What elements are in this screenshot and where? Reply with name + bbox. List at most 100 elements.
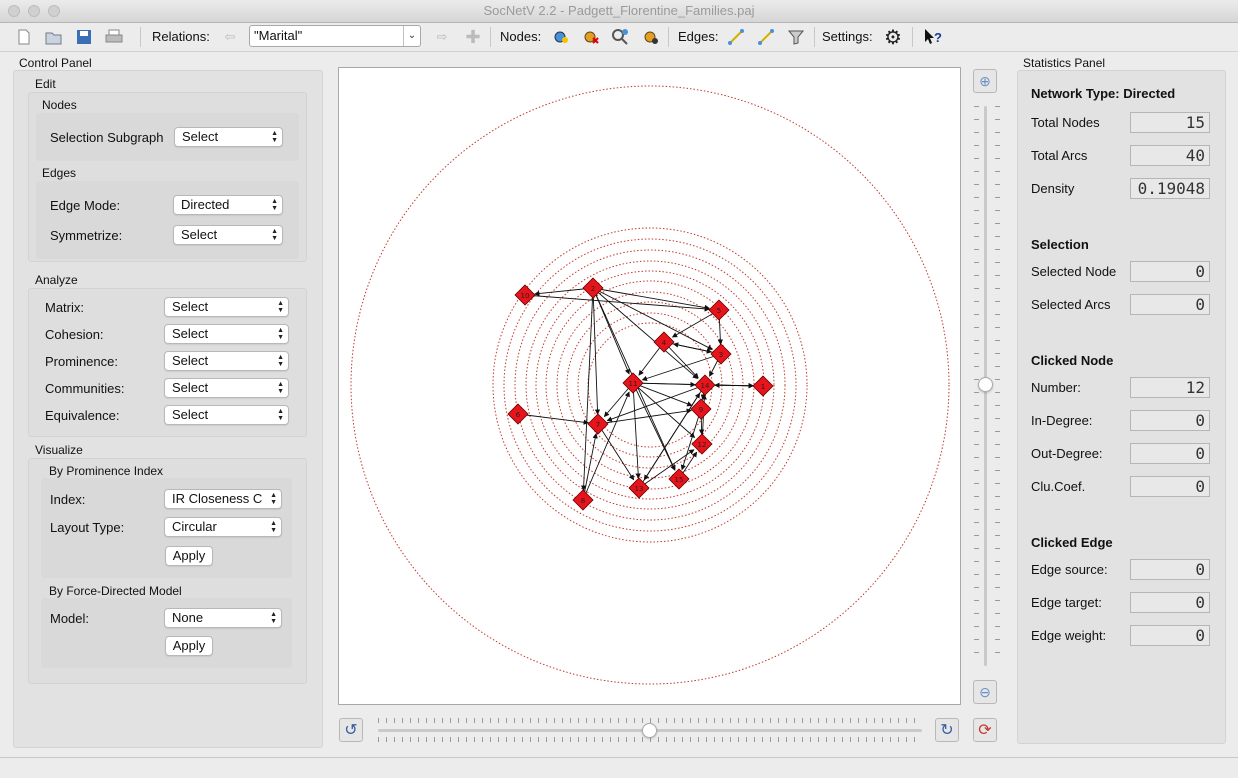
graph-node-shape[interactable] xyxy=(582,277,604,299)
graph-node-shape[interactable] xyxy=(572,489,594,511)
next-relation-arrow-icon[interactable]: ⇨ xyxy=(436,29,448,44)
find-node-icon[interactable] xyxy=(610,27,630,47)
graph-node-shape[interactable] xyxy=(710,343,732,365)
graph-edge[interactable] xyxy=(592,287,601,415)
graph-node-shape[interactable] xyxy=(752,375,774,397)
whats-this-help-icon[interactable]: ? xyxy=(923,27,943,47)
zoom-slider-handle[interactable] xyxy=(978,377,993,392)
previous-relation-arrow-icon[interactable]: ⇦ xyxy=(224,29,236,44)
graph-edge[interactable] xyxy=(680,408,702,471)
open-file-icon[interactable] xyxy=(44,27,64,47)
graph-edge[interactable] xyxy=(638,449,695,489)
save-file-icon[interactable] xyxy=(74,27,94,47)
rotate-right-button[interactable]: ↻ xyxy=(935,718,959,742)
graph-node[interactable]: 8 xyxy=(572,489,594,511)
graph-node[interactable]: 15 xyxy=(668,468,690,490)
rotate-slider-handle[interactable] xyxy=(642,723,657,738)
zoom-out-button[interactable]: ⊖ xyxy=(973,680,997,704)
add-edge-icon[interactable] xyxy=(726,27,746,47)
remove-edge-icon[interactable] xyxy=(756,27,776,47)
apply-force-model-button[interactable]: Apply xyxy=(165,636,213,656)
minimize-window-button[interactable] xyxy=(28,5,40,17)
force-model-select[interactable]: None ▲ ▼ xyxy=(164,608,282,628)
graph-edge[interactable] xyxy=(632,382,696,438)
selection-subgraph-select[interactable]: Select ▲ ▼ xyxy=(174,127,283,147)
graph-node[interactable]: 4 xyxy=(653,331,675,353)
new-file-icon[interactable] xyxy=(14,27,34,47)
rotate-left-button[interactable]: ↺ xyxy=(339,718,363,742)
zoom-window-button[interactable] xyxy=(48,5,60,17)
graph-node[interactable]: 7 xyxy=(587,413,609,435)
slider-tick xyxy=(842,737,843,742)
graph-edge[interactable] xyxy=(517,413,589,425)
graph-edge[interactable] xyxy=(606,384,706,422)
relation-select[interactable]: "Marital" ⌄ xyxy=(249,25,421,47)
graph-node-shape[interactable] xyxy=(690,398,712,420)
graph-edge[interactable] xyxy=(671,309,720,338)
selected-node-label: Selected Node xyxy=(1031,264,1117,279)
graph-edge[interactable] xyxy=(582,432,598,501)
graph-edge[interactable] xyxy=(592,287,699,380)
graph-node[interactable]: 10 xyxy=(514,284,536,306)
graph-node[interactable]: 12 xyxy=(691,433,713,455)
graph-node-shape[interactable] xyxy=(622,372,644,394)
symmetrize-select[interactable]: Select ▲ ▼ xyxy=(173,225,283,245)
cohesion-select[interactable]: Select ▲ ▼ xyxy=(164,324,289,344)
prominence-select[interactable]: Select ▲ ▼ xyxy=(164,351,289,371)
graph-node-shape[interactable] xyxy=(691,433,713,455)
graph-node[interactable]: 2 xyxy=(582,277,604,299)
graph-node[interactable]: 3 xyxy=(710,343,732,365)
graph-node-shape[interactable] xyxy=(514,284,536,306)
graph-node-shape[interactable] xyxy=(708,299,730,321)
graph-edge[interactable] xyxy=(632,382,693,407)
graph-edge[interactable] xyxy=(641,353,722,382)
graph-node-shape[interactable] xyxy=(507,403,529,425)
layout-type-select[interactable]: Circular ▲ ▼ xyxy=(164,517,282,537)
graph-edge[interactable] xyxy=(592,287,711,311)
zoom-in-button[interactable]: ⊕ xyxy=(973,69,997,93)
graph-edge[interactable] xyxy=(632,382,641,479)
graph-node[interactable]: 13 xyxy=(628,477,650,499)
graph-canvas[interactable]: 10 2 5 4 3 11 14 1 6 7 9 8 13 15 12 xyxy=(338,67,961,705)
close-window-button[interactable] xyxy=(8,5,20,17)
graph-edge[interactable] xyxy=(597,423,635,481)
communities-select[interactable]: Select ▲ ▼ xyxy=(164,378,289,398)
graph-edge[interactable] xyxy=(580,287,594,491)
graph-node[interactable]: 1 xyxy=(752,375,774,397)
graph-node-shape[interactable] xyxy=(628,477,650,499)
graph-edge[interactable] xyxy=(597,408,692,425)
graph-node[interactable]: 11 xyxy=(622,372,644,394)
toolbar-separator xyxy=(814,27,815,47)
equivalence-select[interactable]: Select ▲ ▼ xyxy=(164,405,289,425)
matrix-select[interactable]: Select ▲ ▼ xyxy=(164,297,289,317)
gear-icon[interactable]: ⚙ xyxy=(884,26,902,49)
network-graph[interactable]: 10 2 5 4 3 11 14 1 6 7 9 8 13 15 12 xyxy=(339,68,960,704)
add-node-icon[interactable] xyxy=(551,27,571,47)
graph-edge[interactable] xyxy=(582,391,630,501)
graph-edge[interactable] xyxy=(638,392,701,489)
edge-mode-select[interactable]: Directed ▲ ▼ xyxy=(173,195,283,215)
graph-node[interactable]: 6 xyxy=(507,403,529,425)
graph-node-shape[interactable] xyxy=(653,331,675,353)
filter-edges-icon[interactable] xyxy=(786,27,806,47)
apply-prominence-button[interactable]: Apply xyxy=(165,546,213,566)
graph-node-shape[interactable] xyxy=(668,468,690,490)
graph-node[interactable]: 9 xyxy=(690,398,712,420)
slider-tick xyxy=(882,737,883,742)
graph-node[interactable]: 5 xyxy=(708,299,730,321)
graph-edge[interactable] xyxy=(534,287,594,297)
slider-tick xyxy=(426,737,427,742)
reset-view-button[interactable]: ⟳ xyxy=(973,718,997,742)
node-properties-icon[interactable] xyxy=(641,27,661,47)
print-icon[interactable] xyxy=(104,27,124,47)
graph-edge[interactable] xyxy=(632,382,676,471)
graph-edge[interactable] xyxy=(524,294,710,312)
prominence-index-select[interactable]: IR Closeness C ▲ ▼ xyxy=(164,489,282,509)
remove-node-icon[interactable] xyxy=(581,27,601,47)
graph-edge[interactable] xyxy=(663,341,699,379)
graph-edge[interactable] xyxy=(592,287,713,350)
graph-node-shape[interactable] xyxy=(694,374,716,396)
add-relation-icon[interactable]: ✚ xyxy=(465,26,481,47)
graph-node-shape[interactable] xyxy=(587,413,609,435)
graph-node[interactable]: 14 xyxy=(694,374,716,396)
